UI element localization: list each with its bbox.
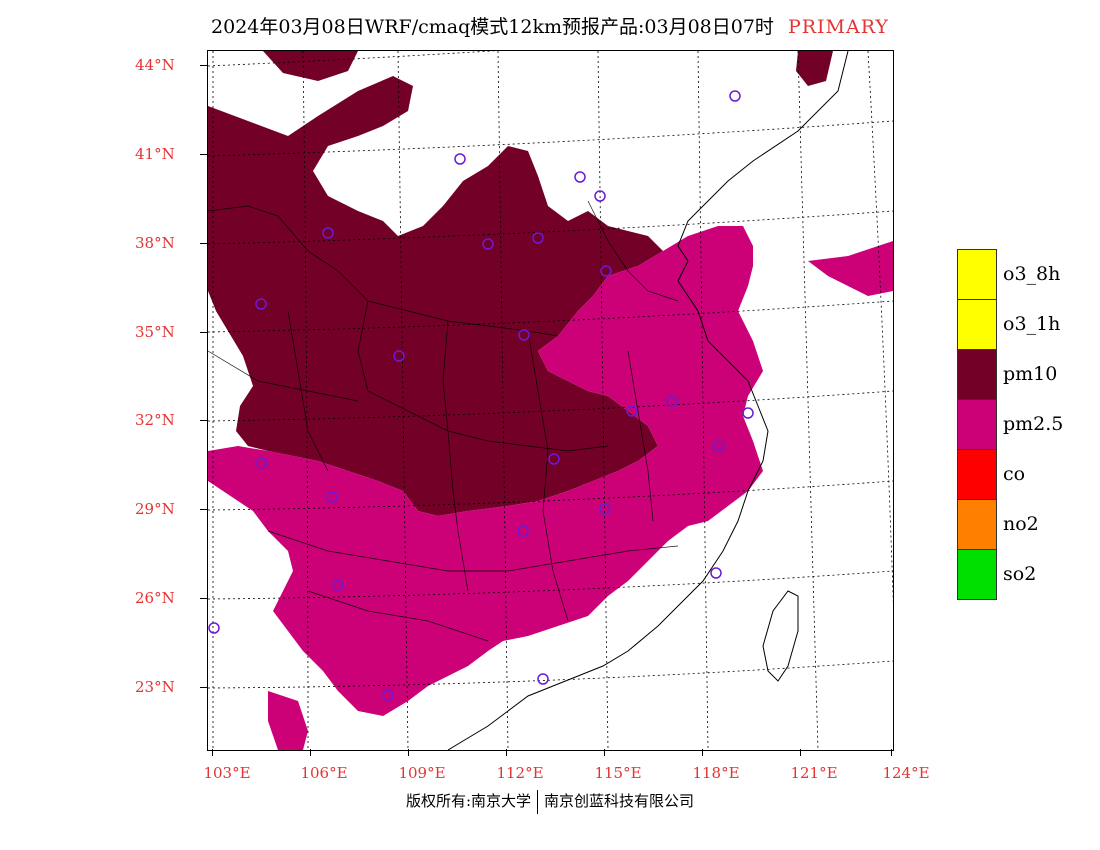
title-tag: PRIMARY (787, 16, 889, 38)
station-marker (393, 350, 405, 362)
station-marker (548, 453, 560, 465)
pollutant-map-svg (208, 51, 893, 750)
legend-label: so2 (1003, 563, 1037, 585)
lon-tick (800, 749, 801, 756)
station-marker (518, 329, 530, 341)
lat-label: 23°N (135, 678, 175, 696)
province-boundaries (208, 200, 679, 642)
legend-item-co: co (957, 449, 1025, 500)
lon-tick (891, 749, 892, 756)
lon-label: 115°E (594, 764, 642, 782)
lat-label: 41°N (135, 145, 175, 163)
station-marker (574, 171, 586, 183)
taiwan-outline (762, 590, 799, 682)
copyright-footer: 版权所有:南京大学 南京创蓝科技有限公司 (0, 790, 1100, 814)
lat-tick (200, 65, 207, 66)
legend-label: pm2.5 (1003, 413, 1064, 435)
legend-swatch (957, 549, 997, 600)
legend-swatch (957, 449, 997, 500)
lon-tick (212, 749, 213, 756)
title-text: 2024年03月08日WRF/cmaq模式12km预报产品:03月08日07时 (211, 16, 774, 38)
legend-label: co (1003, 463, 1026, 485)
lon-label: 124°E (882, 764, 930, 782)
map-title: 2024年03月08日WRF/cmaq模式12km预报产品:03月08日07时 P… (0, 12, 1100, 39)
graticule (208, 51, 893, 750)
legend-label: no2 (1003, 513, 1039, 535)
station-marker (742, 407, 754, 419)
pm10-north-region (263, 51, 358, 81)
station-marker (517, 525, 529, 537)
station-marker (594, 190, 606, 202)
station-marker (326, 491, 338, 503)
station-marker (256, 457, 268, 469)
legend: o3_8h o3_1h pm10 pm2.5 co no2 so2 (957, 249, 1063, 600)
station-marker (599, 503, 611, 515)
lon-tick (702, 749, 703, 756)
lat-tick (200, 598, 207, 599)
lat-tick (200, 420, 207, 421)
station-marker (600, 265, 612, 277)
pm25-southwest-region (268, 691, 308, 750)
legend-item-so2: so2 (957, 549, 1036, 600)
station-marker (537, 673, 549, 685)
lon-label: 109°E (398, 764, 446, 782)
station-marker (729, 90, 741, 102)
station-marker (322, 227, 334, 239)
lat-label: 32°N (135, 411, 175, 429)
legend-label: pm10 (1003, 363, 1058, 385)
copyright-owner: 版权所有:南京大学 (405, 792, 532, 810)
station-marker (208, 622, 220, 634)
legend-label: o3_8h (1003, 263, 1061, 285)
lon-label: 103°E (203, 764, 251, 782)
map-plot-area (207, 50, 894, 751)
station-marker (713, 440, 725, 452)
legend-swatch (957, 249, 997, 300)
station-marker (382, 689, 394, 701)
legend-item-pm10: pm10 (957, 349, 1057, 400)
footer-divider (537, 790, 539, 814)
lat-tick (200, 687, 207, 688)
pm25-east-region (808, 241, 893, 296)
station-marker (626, 405, 638, 417)
legend-label: o3_1h (1003, 313, 1061, 335)
legend-swatch (957, 499, 997, 550)
lon-label: 112°E (496, 764, 544, 782)
station-marker (666, 395, 678, 407)
pm10-northeast-region (796, 51, 833, 86)
lon-tick (408, 749, 409, 756)
copyright-company: 南京创蓝科技有限公司 (544, 792, 695, 810)
lat-label: 44°N (135, 56, 175, 74)
legend-swatch (957, 349, 997, 400)
lat-tick (200, 509, 207, 510)
station-marker (255, 298, 267, 310)
pm10-region (208, 76, 663, 516)
lat-tick (200, 154, 207, 155)
lon-tick (310, 749, 311, 756)
lon-tick (506, 749, 507, 756)
lat-label: 38°N (135, 234, 175, 252)
station-marker (332, 579, 344, 591)
station-marker (532, 232, 544, 244)
station-marker (482, 238, 494, 250)
pm25-region (208, 226, 763, 716)
legend-item-no2: no2 (957, 499, 1039, 550)
station-marker (454, 153, 466, 165)
lon-label: 118°E (692, 764, 740, 782)
lon-label: 106°E (300, 764, 348, 782)
lon-tick (604, 749, 605, 756)
lat-tick (200, 332, 207, 333)
lon-label: 121°E (790, 764, 838, 782)
lat-tick (200, 243, 207, 244)
legend-item-o38h: o3_8h (957, 249, 1060, 300)
lat-label: 29°N (135, 500, 175, 518)
legend-swatch (957, 299, 997, 350)
legend-swatch (957, 399, 997, 450)
legend-item-pm25: pm2.5 (957, 399, 1063, 450)
legend-item-o31h: o3_1h (957, 299, 1060, 350)
lat-label: 35°N (135, 323, 175, 341)
station-marker (710, 567, 722, 579)
coastline (447, 51, 849, 750)
lat-label: 26°N (135, 589, 175, 607)
station-markers (208, 90, 754, 701)
